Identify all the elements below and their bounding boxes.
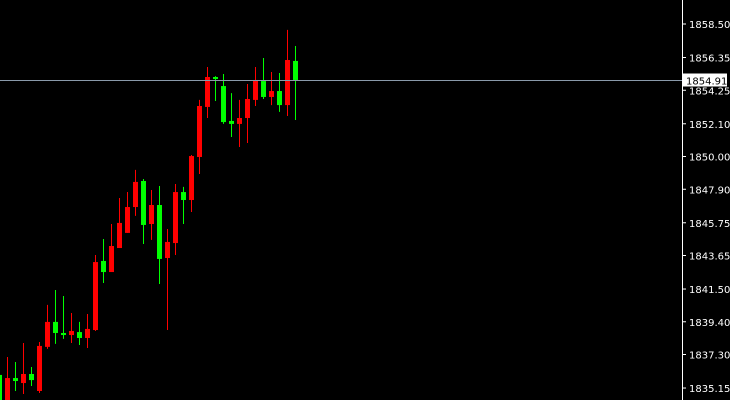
candle-body — [13, 378, 18, 382]
candle — [293, 45, 298, 121]
candle — [13, 361, 18, 391]
tick-label: 1847.90 — [689, 185, 730, 196]
candle — [133, 169, 138, 216]
candle-body — [157, 204, 162, 259]
tick-label: 1837.30 — [689, 351, 730, 362]
candle-body — [133, 181, 138, 208]
candle — [285, 29, 290, 116]
candle-body — [213, 77, 218, 80]
candle — [61, 296, 66, 339]
candle-body — [5, 378, 10, 400]
candle-body — [229, 120, 234, 124]
candle-body — [205, 77, 210, 107]
candle-body — [29, 373, 34, 381]
candle — [109, 224, 114, 273]
candle — [69, 313, 74, 343]
candle — [125, 192, 130, 233]
tick-label: 1835.15 — [689, 384, 730, 395]
candle — [229, 93, 234, 138]
candle — [221, 74, 226, 124]
tick-label: 1850.00 — [689, 153, 730, 164]
candle-body — [77, 332, 82, 338]
candle-body — [165, 241, 170, 259]
candle — [173, 183, 178, 256]
candle-body — [93, 262, 98, 331]
candle-body — [141, 180, 146, 225]
candle-body — [45, 321, 50, 347]
candle — [157, 185, 162, 285]
current-price-label: 1854.91 — [683, 73, 727, 88]
candle — [37, 342, 42, 394]
candle — [53, 289, 58, 344]
candle — [189, 154, 194, 213]
candle-body — [269, 91, 274, 97]
tick-label: 1839.40 — [689, 318, 730, 329]
candle-body — [189, 156, 194, 201]
tick-label: 1845.75 — [689, 219, 730, 230]
candle-body — [173, 192, 178, 244]
candle — [0, 374, 2, 400]
tick-label: 1852.10 — [689, 120, 730, 131]
candle — [149, 190, 154, 240]
candle — [117, 197, 122, 249]
candle-body — [277, 91, 282, 106]
candle-body — [117, 222, 122, 249]
candle — [21, 342, 26, 394]
candle — [5, 357, 10, 400]
candle — [253, 67, 258, 107]
candle-body — [149, 204, 154, 225]
tick-label: 1858.50 — [689, 20, 730, 31]
candle-body — [21, 373, 26, 384]
candle — [237, 99, 242, 148]
candle — [181, 186, 186, 225]
candle — [93, 255, 98, 331]
candle — [205, 67, 210, 119]
candle-body — [285, 60, 290, 106]
candle-body — [101, 260, 106, 273]
candles-group — [0, 29, 298, 400]
candle-body — [221, 86, 226, 123]
candle — [45, 304, 50, 349]
tick-label: 1854.25 — [689, 86, 730, 97]
tick-label: 1843.65 — [689, 252, 730, 263]
candle — [269, 72, 274, 106]
candle — [29, 366, 34, 386]
candle-body — [237, 118, 242, 124]
tick-label: 1856.35 — [689, 54, 730, 65]
candle — [261, 57, 266, 99]
candle-body — [69, 330, 74, 336]
candle-body — [37, 345, 42, 391]
price-axis: 1858.50 1856.35 1854.25 1852.10 1850.00 1847.… — [682, 20, 730, 395]
candle — [197, 99, 202, 174]
current-price-text: 1854.91 — [686, 77, 727, 88]
candle — [101, 238, 106, 283]
candle-body — [293, 60, 298, 80]
candle-body — [53, 321, 58, 333]
candle-body — [253, 79, 258, 100]
candle — [245, 84, 250, 143]
tick-label: 1841.50 — [689, 285, 730, 296]
candle — [141, 178, 146, 244]
candle-body — [125, 207, 130, 233]
candle — [77, 321, 82, 345]
candle-body — [61, 332, 66, 336]
candle-body — [197, 106, 202, 157]
candle-body — [261, 81, 266, 97]
candle-body — [181, 192, 186, 201]
candle — [277, 72, 282, 112]
candle-body — [109, 246, 114, 273]
candle-body — [0, 374, 2, 400]
candle-body — [85, 328, 90, 338]
candle — [85, 313, 90, 348]
candle — [165, 229, 170, 331]
candle-body — [245, 98, 250, 119]
